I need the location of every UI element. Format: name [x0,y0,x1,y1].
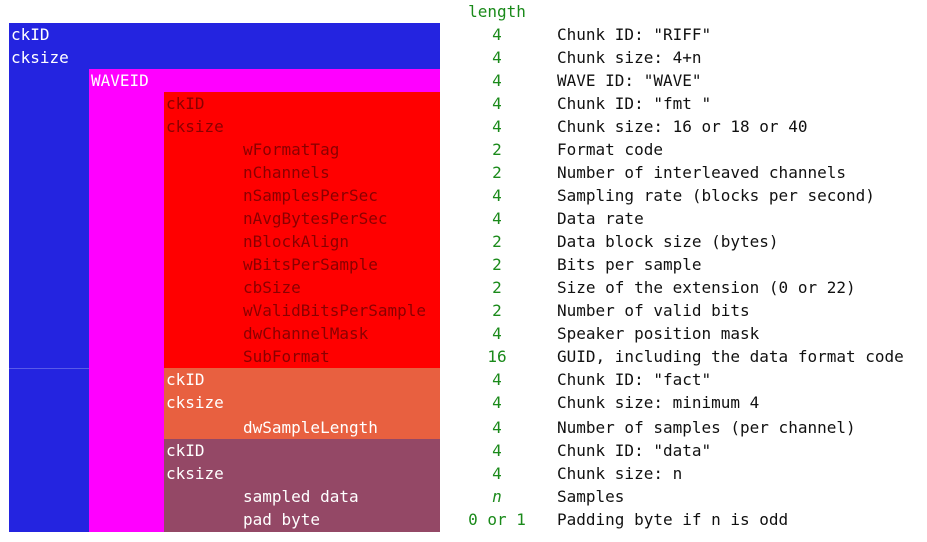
field-description: Chunk size: minimum 4 [557,393,760,412]
field-description: Number of valid bits [557,301,750,320]
field-label-fact-cksize: cksize [166,393,224,412]
field-label-riff-cksize: cksize [11,48,69,67]
field-label-navgbytespersec: nAvgBytesPerSec [243,209,388,228]
riff-divider [9,368,89,369]
field-label-fmt-cksize: cksize [166,117,224,136]
field-description: Chunk ID: "RIFF" [557,25,712,44]
field-description: Data block size (bytes) [557,232,779,251]
length-value: 4 [492,209,502,228]
length-value: 2 [492,232,502,251]
length-value: 2 [492,278,502,297]
length-value: 4 [492,71,502,90]
field-description: Data rate [557,209,644,228]
length-value: 4 [492,418,502,437]
field-description: WAVE ID: "WAVE" [557,71,702,90]
field-description: Number of samples (per channel) [557,418,856,437]
length-value: 4 [492,48,502,67]
length-value: 4 [492,186,502,205]
data-chunk-block [164,439,440,532]
field-label-cbsize: cbSize [243,278,301,297]
field-label-sampled-data: sampled data [243,487,359,506]
field-description: Padding byte if n is odd [557,510,789,529]
field-description: Sampling rate (blocks per second) [557,186,875,205]
field-description: Chunk ID: "data" [557,441,712,460]
field-label-waveid: WAVEID [91,71,149,90]
length-value: 4 [492,393,502,412]
field-label-dwsamplelength: dwSampleLength [243,418,378,437]
length-value: 4 [492,117,502,136]
field-label-subformat: SubFormat [243,347,330,366]
field-description: Chunk ID: "fmt " [557,94,712,113]
field-description: Chunk size: 16 or 18 or 40 [557,117,808,136]
length-value: 0 or 1 [468,510,526,529]
field-description: GUID, including the data format code [557,347,904,366]
length-value: 2 [492,140,502,159]
field-description: Speaker position mask [557,324,760,343]
field-label-wbitspersample: wBitsPerSample [243,255,378,274]
field-label-fact-ckid: ckID [166,370,205,389]
field-label-data-cksize: cksize [166,464,224,483]
field-description: Bits per sample [557,255,702,274]
field-description: Chunk size: n [557,464,683,483]
field-description: Samples [557,487,625,506]
length-column-header: length [468,2,526,21]
field-description: Size of the extension (0 or 22) [557,278,856,297]
field-description: Format code [557,140,663,159]
field-label-fmt-ckid: ckID [166,94,205,113]
field-label-nchannels: nChannels [243,163,330,182]
field-label-riff-ckid: ckID [11,25,50,44]
field-description: Chunk ID: "fact" [557,370,712,389]
field-label-pad-byte: pad byte [243,510,321,529]
field-label-dwchannelmask: dwChannelMask [243,324,369,343]
length-value: 4 [492,441,502,460]
field-description: Number of interleaved channels [557,163,846,182]
fmt-chunk-block [164,92,440,368]
field-label-wformattag: wFormatTag [243,140,340,159]
length-value: 4 [492,324,502,343]
field-label-nsamplespersec: nSamplesPerSec [243,186,378,205]
length-value: n [492,487,502,506]
length-value: 2 [492,301,502,320]
length-value: 16 [487,347,507,366]
length-value: 2 [492,255,502,274]
length-value: 2 [492,163,502,182]
field-label-wvalidbitspersample: wValidBitsPerSample [243,301,427,320]
length-value: 4 [492,25,502,44]
length-value: 4 [492,370,502,389]
field-label-data-ckid: ckID [166,441,205,460]
field-label-nblockalign: nBlockAlign [243,232,349,251]
fact-chunk-block [164,368,440,439]
length-value: 4 [492,464,502,483]
length-value: 4 [492,94,502,113]
field-description: Chunk size: 4+n [557,48,702,67]
